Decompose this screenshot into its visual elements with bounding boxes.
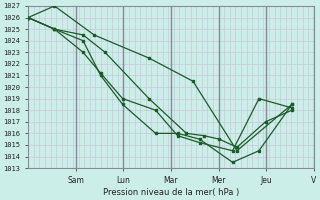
X-axis label: Pression niveau de la mer( hPa ): Pression niveau de la mer( hPa ) bbox=[103, 188, 239, 197]
